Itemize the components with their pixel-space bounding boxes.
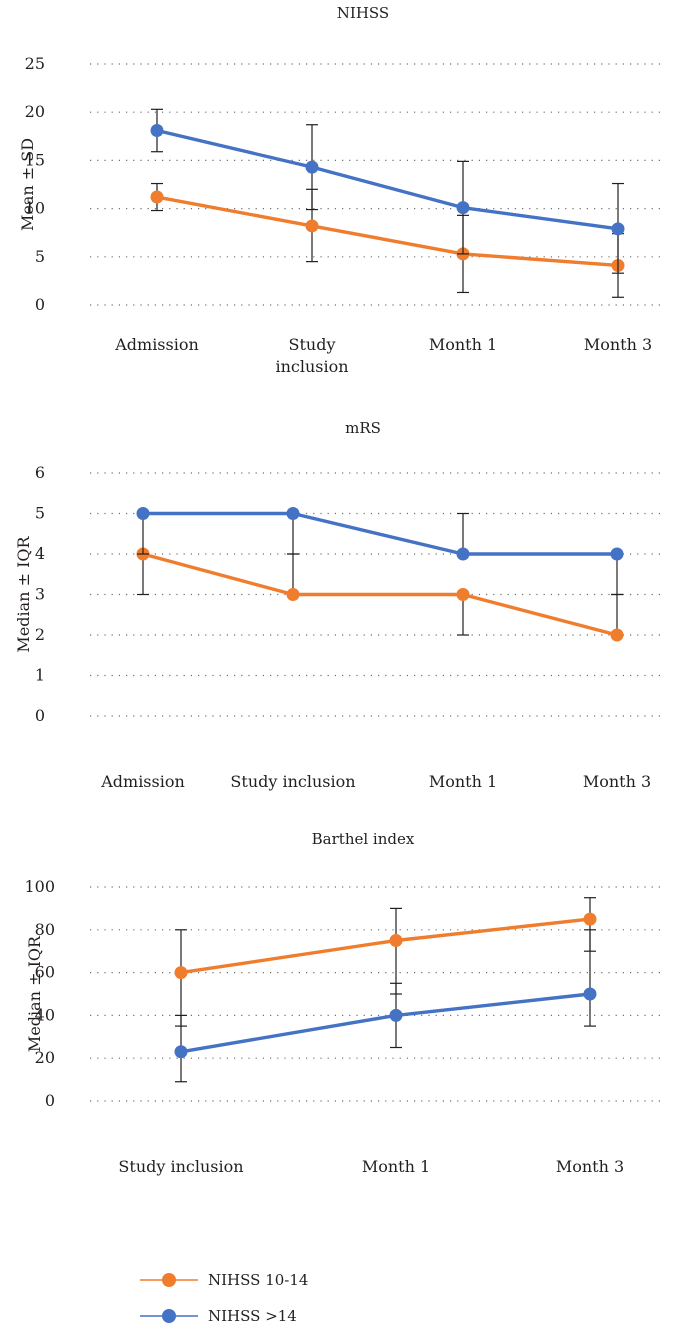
legend-marker-orange [162,1273,176,1287]
y-tick-label: 0 [35,706,45,725]
series-nihss-10-14 [150,182,625,298]
data-point [583,987,597,1001]
series-line [180,917,591,975]
series-nihss-10-14 [174,897,597,1027]
y-tick-label: 10 [25,199,45,218]
x-category-label: Admission [100,772,185,791]
legend: NIHSS 10-14 NIHSS >14 [140,1271,308,1325]
legend-item-blue: NIHSS >14 [140,1307,297,1325]
legend-item-orange: NIHSS 10-14 [140,1271,308,1289]
y-tick-label: 6 [35,463,45,482]
x-category-label: inclusion [275,357,348,376]
x-category-label: Month 1 [429,335,497,354]
series-line [156,195,619,268]
y-tick-label: 5 [35,504,45,523]
x-category-label: Month 3 [583,772,651,791]
y-tick-label: 60 [35,963,55,982]
chart-panel-0: NIHSS Mean ± SD 0 5 10 15 20 25 Admission Study in… [18,4,660,376]
chart-title: Barthel index [312,830,415,848]
x-category-label: Study inclusion [118,1157,243,1176]
data-point [174,966,188,980]
y-axis-label: Median ± IQR [14,535,33,652]
data-point [456,201,470,215]
series-line [156,128,619,231]
data-point [286,588,300,601]
x-category-label: Month 1 [429,772,497,791]
chart-title: NIHSS [337,4,389,22]
y-tick-label: 0 [35,295,45,314]
x-category-label: Study [289,335,336,354]
data-point [611,222,625,236]
x-category-label: Month 3 [584,335,652,354]
data-point [456,547,470,561]
y-tick-label: 40 [35,1005,55,1024]
data-point [286,507,300,520]
y-tick-label: 3 [35,585,45,604]
y-tick-label: 80 [35,920,55,939]
data-point [150,124,164,138]
y-axis-label: Median ± IQR [25,935,44,1052]
data-point [389,934,403,947]
y-tick-label: 1 [35,666,45,685]
series-nihss-gt-14 [174,929,597,1083]
series-nihss-gt-14 [136,507,624,596]
y-tick-label: 15 [25,150,45,169]
series-nihss-10-14 [136,547,624,642]
y-tick-label: 4 [35,544,45,563]
data-point [456,588,470,601]
y-tick-label: 25 [25,54,45,73]
series-line [143,511,617,556]
series-line [180,992,591,1054]
legend-label-blue: NIHSS >14 [208,1307,297,1325]
data-point [583,912,597,926]
y-tick-label: 5 [35,247,45,266]
y-axis-label: Mean ± SD [18,138,37,231]
y-tick-label: 0 [45,1091,55,1110]
chart-panel-1: mRS Median ± IQR 0 1 2 3 4 5 6 Admission Study inc… [14,419,660,791]
data-point [174,1045,188,1059]
data-point [389,1008,403,1022]
x-category-label: Month 1 [362,1157,430,1176]
data-point [610,547,624,561]
data-point [610,628,624,642]
data-point [136,507,150,520]
y-tick-label: 20 [25,102,45,121]
data-point [150,190,164,204]
y-tick-label: 2 [35,625,45,644]
data-point [305,160,319,174]
chart-title: mRS [345,419,381,437]
chart-panel-2: Barthel index Median ± IQR 0 20 40 60 80 100 Stu… [24,830,660,1176]
legend-marker-blue [162,1309,176,1323]
x-category-label: Study inclusion [230,772,355,791]
data-point [305,219,319,233]
legend-label-orange: NIHSS 10-14 [208,1271,308,1289]
y-tick-label: 100 [24,877,55,896]
series-line [142,552,618,637]
x-category-label: Month 3 [556,1157,624,1176]
series-nihss-gt-14 [150,108,625,274]
x-category-label: Admission [114,335,199,354]
y-tick-label: 20 [35,1048,55,1067]
